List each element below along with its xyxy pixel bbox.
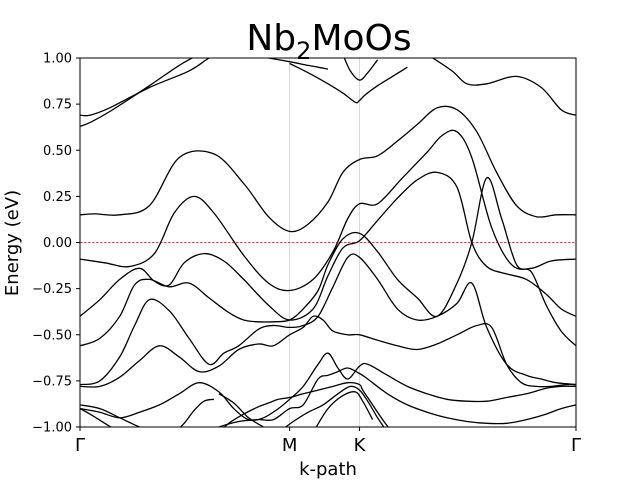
y-tick-label: −1.00 <box>32 421 72 436</box>
x-axis-title: k-path <box>299 459 357 480</box>
band-line <box>80 171 576 321</box>
y-tick-label: 0.25 <box>43 190 72 205</box>
y-tick-label: 1.00 <box>43 52 72 67</box>
kpoint-label: K <box>354 435 367 456</box>
y-tick-label: −0.25 <box>32 282 72 297</box>
band-line <box>289 62 408 104</box>
chart-title-base: Nb <box>246 18 296 59</box>
band-line <box>284 385 385 427</box>
y-tick-label: −0.50 <box>32 328 72 343</box>
kpoint-label: Γ <box>75 435 85 456</box>
band-line <box>80 408 113 427</box>
band-line <box>80 129 576 292</box>
band-line <box>80 177 576 347</box>
band-line <box>80 352 576 421</box>
band-line <box>431 58 576 116</box>
kpoint-label: Γ <box>571 435 581 456</box>
kpoint-label: M <box>282 435 298 456</box>
band-line <box>315 391 374 427</box>
y-axis-title: Energy (eV) <box>2 190 23 296</box>
band-line <box>80 58 194 127</box>
band-line <box>80 367 576 427</box>
chart-title-rest: MoOs <box>311 18 411 59</box>
band-line <box>223 381 389 427</box>
band-line <box>264 58 329 70</box>
y-tick-label: −0.75 <box>32 374 72 389</box>
band-lines <box>80 58 576 427</box>
y-tick-label: 0.75 <box>43 98 72 113</box>
band-line <box>179 398 215 427</box>
band-line <box>218 393 265 427</box>
band-line <box>80 315 576 388</box>
band-line <box>80 253 576 386</box>
chart-title-subscript: 2 <box>296 37 311 65</box>
band-line <box>80 105 576 233</box>
band-line <box>343 58 379 81</box>
y-tick-label: 0.00 <box>43 236 72 251</box>
band-line <box>80 58 211 117</box>
y-tick-label: 0.50 <box>43 144 72 159</box>
